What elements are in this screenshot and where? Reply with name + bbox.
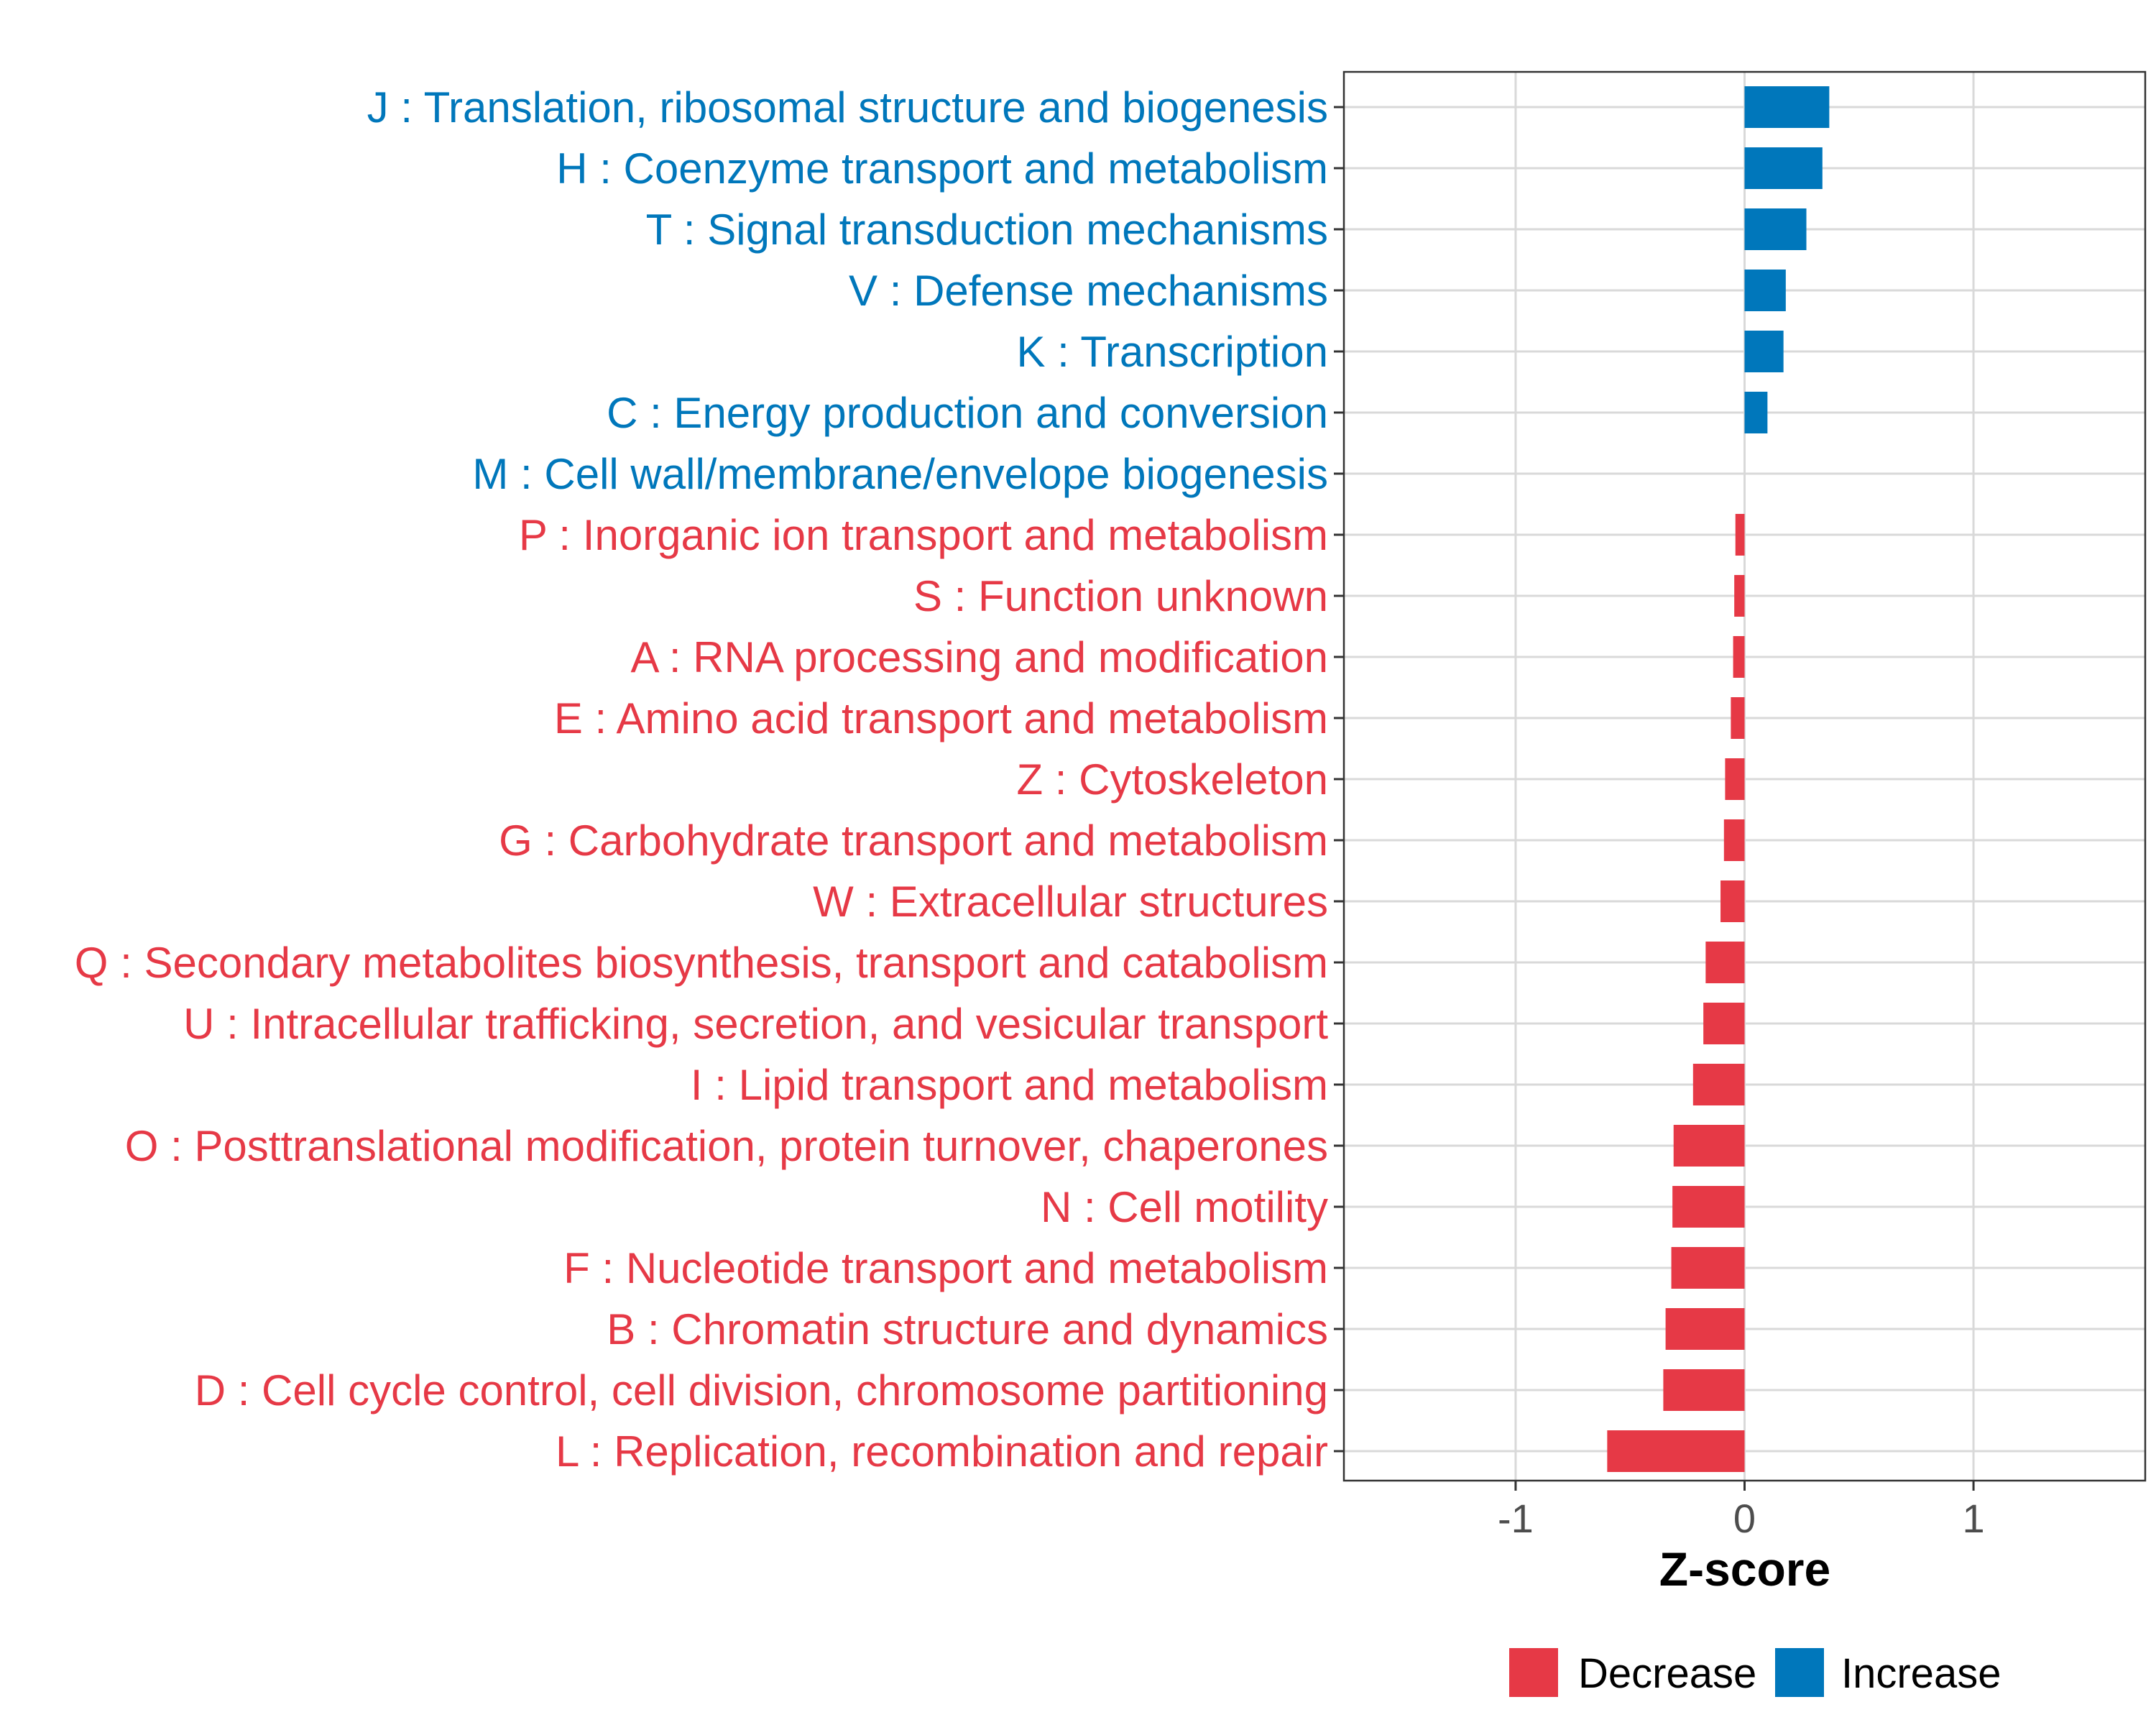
category-label-8: S : Function unknown: [913, 572, 1328, 620]
category-label-10: E : Amino acid transport and metabolism: [554, 694, 1328, 742]
category-label-13: W : Extracellular structures: [813, 878, 1328, 926]
bar-18: [1672, 1186, 1745, 1228]
bar-15: [1703, 1003, 1745, 1044]
category-label-7: P : Inorganic ion transport and metaboli…: [519, 511, 1328, 559]
bars: [1607, 86, 1830, 1472]
category-label-16: I : Lipid transport and metabolism: [691, 1061, 1328, 1109]
bar-0: [1744, 86, 1830, 128]
bar-22: [1607, 1430, 1745, 1472]
category-label-1: H : Coenzyme transport and metabolism: [556, 144, 1328, 193]
bar-11: [1725, 758, 1745, 800]
bar-19: [1671, 1247, 1745, 1289]
legend-label-decrease: Decrease: [1578, 1650, 1756, 1697]
category-label-21: D : Cell cycle control, cell division, c…: [195, 1366, 1328, 1414]
bar-17: [1673, 1125, 1745, 1167]
bar-21: [1663, 1369, 1745, 1411]
bar-12: [1723, 819, 1745, 861]
bar-8: [1734, 575, 1745, 617]
category-label-4: K : Transcription: [1016, 328, 1328, 376]
legend-key-decrease: [1509, 1648, 1558, 1697]
legend-key-increase: [1775, 1648, 1824, 1697]
legend: Decrease Increase: [1509, 1648, 2001, 1697]
x-tick-label-1: 0: [1733, 1496, 1756, 1541]
bar-16: [1692, 1064, 1745, 1105]
bar-10: [1731, 697, 1745, 739]
bar-3: [1744, 270, 1786, 311]
bar-20: [1665, 1308, 1745, 1350]
category-labels: J : Translation, ribosomal structure and…: [75, 83, 1329, 1476]
bar-2: [1744, 208, 1807, 250]
category-label-2: T : Signal transduction mechanisms: [646, 206, 1328, 254]
category-label-19: F : Nucleotide transport and metabolism: [563, 1244, 1328, 1292]
bar-13: [1720, 880, 1745, 922]
category-label-9: A : RNA processing and modification: [630, 633, 1328, 681]
bar-14: [1705, 942, 1745, 983]
category-label-14: Q : Secondary metabolites biosynthesis, …: [75, 939, 1328, 987]
x-tick-label-2: 1: [1962, 1496, 1984, 1541]
category-label-3: V : Defense mechanisms: [849, 267, 1328, 315]
y-axis-ticks: [1334, 106, 1344, 1453]
x-axis-title: Z-score: [1659, 1542, 1830, 1596]
category-label-15: U : Intracellular trafficking, secretion…: [183, 1000, 1328, 1048]
category-label-6: M : Cell wall/membrane/envelope biogenes…: [472, 450, 1328, 498]
bar-9: [1733, 636, 1745, 678]
category-label-0: J : Translation, ribosomal structure and…: [367, 83, 1328, 132]
bar-4: [1744, 331, 1784, 372]
category-label-12: G : Carbohydrate transport and metabolis…: [499, 816, 1328, 865]
x-axis-ticks: -1 0 1: [1498, 1481, 1985, 1541]
x-tick-label-0: -1: [1498, 1496, 1534, 1541]
bar-5: [1744, 392, 1768, 433]
bar-7: [1735, 514, 1745, 556]
category-label-11: Z : Cytoskeleton: [1016, 755, 1328, 804]
category-label-17: O : Posttranslational modification, prot…: [125, 1122, 1328, 1170]
category-label-18: N : Cell motility: [1041, 1183, 1328, 1231]
category-label-20: B : Chromatin structure and dynamics: [607, 1305, 1328, 1353]
bar-1: [1744, 147, 1823, 189]
category-label-5: C : Energy production and conversion: [607, 389, 1328, 437]
legend-label-increase: Increase: [1841, 1650, 2001, 1697]
category-label-22: L : Replication, recombination and repai…: [556, 1427, 1328, 1476]
